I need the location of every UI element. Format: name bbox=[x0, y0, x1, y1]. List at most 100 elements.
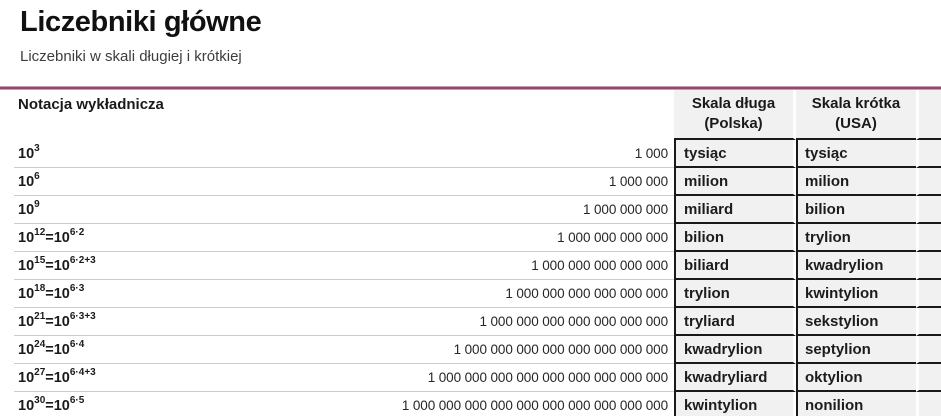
cutoff-column-cell bbox=[916, 308, 941, 336]
long-scale-cell: kwadryliard bbox=[674, 364, 796, 392]
short-scale-cell: bilion bbox=[796, 196, 916, 224]
exponent-cell: 1024=106·4 bbox=[14, 336, 360, 364]
short-scale-header-line2: (USA) bbox=[835, 115, 877, 132]
exponent-cell: 109 bbox=[14, 196, 360, 224]
exponent-expression: 1024=106·4 bbox=[18, 338, 85, 358]
table-row: 1027=106·4+3 1 000 000 000 000 000 000 0… bbox=[0, 364, 941, 392]
row-left-margin bbox=[0, 392, 14, 416]
short-scale-text: tysiąc bbox=[805, 144, 848, 162]
long-scale-text: biliard bbox=[684, 256, 730, 274]
short-scale-cell: oktylion bbox=[796, 364, 916, 392]
value-cell: 1 000 000 000 bbox=[360, 196, 674, 224]
value-cell: 1 000 000 000 000 000 000 bbox=[360, 280, 674, 308]
value-cell: 1 000 000 000 000 000 000 000 000 000 bbox=[360, 364, 674, 392]
short-scale-cell: sekstylion bbox=[796, 308, 916, 336]
long-scale-text: tysiąc bbox=[684, 144, 727, 162]
value-text: 1 000 000 000 000 000 000 000 000 000 bbox=[427, 370, 668, 385]
exponent-expression: 1018=106·3 bbox=[18, 282, 85, 302]
table-row: 1018=106·3 1 000 000 000 000 000 000 try… bbox=[0, 280, 941, 308]
short-scale-text: bilion bbox=[805, 200, 845, 218]
exponent-expression: 106 bbox=[18, 170, 40, 190]
table-body: 103 1 000 tysiąc tysiąc 106 1 000 000 mi… bbox=[0, 140, 941, 416]
exponent-cell: 106 bbox=[14, 168, 360, 196]
exponent-cell: 103 bbox=[14, 140, 360, 168]
short-scale-cell: kwadrylion bbox=[796, 252, 916, 280]
exponent-expression: 1015=106·2+3 bbox=[18, 254, 96, 274]
long-scale-cell: biliard bbox=[674, 252, 796, 280]
value-text: 1 000 000 000 000 000 000 000 000 000 00… bbox=[401, 398, 668, 413]
exponent-cell: 1015=106·2+3 bbox=[14, 252, 360, 280]
cutoff-column-cell bbox=[916, 336, 941, 364]
exponent-expression: 109 bbox=[18, 198, 40, 218]
row-left-margin bbox=[0, 364, 14, 392]
masthead: Liczebniki główne Liczebniki w skali dłu… bbox=[0, 0, 941, 86]
table-row: 1015=106·2+3 1 000 000 000 000 000 bilia… bbox=[0, 252, 941, 280]
value-text: 1 000 000 bbox=[608, 174, 668, 189]
cutoff-column-cell bbox=[916, 140, 941, 168]
cutoff-column-cell bbox=[916, 196, 941, 224]
long-scale-cell: milion bbox=[674, 168, 796, 196]
exponent-expression: 1027=106·4+3 bbox=[18, 366, 96, 386]
row-left-margin bbox=[0, 280, 14, 308]
long-scale-cell: kwintylion bbox=[674, 392, 796, 416]
cutoff-column-cell bbox=[916, 252, 941, 280]
short-scale-text: septylion bbox=[805, 340, 871, 358]
row-left-margin bbox=[0, 336, 14, 364]
accent-divider bbox=[0, 86, 941, 90]
table-row: 1030=106·5 1 000 000 000 000 000 000 000… bbox=[0, 392, 941, 416]
short-scale-text: kwadrylion bbox=[805, 256, 884, 274]
value-text: 1 000 000 000 000 000 000 000 bbox=[479, 314, 668, 329]
notation-header: Notacja wykładnicza bbox=[0, 90, 674, 140]
exponent-cell: 1027=106·4+3 bbox=[14, 364, 360, 392]
row-left-margin bbox=[0, 224, 14, 252]
row-left-margin bbox=[0, 140, 14, 168]
long-scale-text: miliard bbox=[684, 200, 734, 218]
long-scale-header: Skala długa (Polska) bbox=[674, 90, 796, 140]
long-scale-text: milion bbox=[684, 172, 729, 190]
exponent-cell: 1021=106·3+3 bbox=[14, 308, 360, 336]
value-text: 1 000 000 000 000 000 000 bbox=[505, 286, 668, 301]
value-text: 1 000 000 000 bbox=[582, 202, 668, 217]
short-scale-cell: tysiąc bbox=[796, 140, 916, 168]
value-cell: 1 000 000 000 000 000 bbox=[360, 252, 674, 280]
value-cell: 1 000 000 000 000 000 000 000 000 bbox=[360, 336, 674, 364]
short-scale-text: nonilion bbox=[805, 396, 864, 414]
long-scale-header-line2: (Polska) bbox=[704, 115, 763, 132]
table-row: 1012=106·2 1 000 000 000 000 bilion tryl… bbox=[0, 224, 941, 252]
notation-header-label: Notacja wykładnicza bbox=[18, 96, 164, 113]
table-header-row: Notacja wykładnicza Skala długa (Polska)… bbox=[0, 90, 941, 140]
short-scale-text: milion bbox=[805, 172, 850, 190]
exponent-expression: 1021=106·3+3 bbox=[18, 310, 96, 330]
short-scale-cell: septylion bbox=[796, 336, 916, 364]
value-cell: 1 000 bbox=[360, 140, 674, 168]
long-scale-cell: miliard bbox=[674, 196, 796, 224]
cutoff-column-cell bbox=[916, 280, 941, 308]
cutoff-column-cell bbox=[916, 168, 941, 196]
value-text: 1 000 000 000 000 000 bbox=[531, 258, 668, 273]
short-scale-header: Skala krótka (USA) bbox=[796, 90, 916, 140]
value-cell: 1 000 000 bbox=[360, 168, 674, 196]
long-scale-text: kwadryliard bbox=[684, 368, 768, 386]
value-text: 1 000 000 000 000 000 000 000 000 bbox=[453, 342, 669, 357]
cutoff-column-cell bbox=[916, 364, 941, 392]
table-row: 1021=106·3+3 1 000 000 000 000 000 000 0… bbox=[0, 308, 941, 336]
short-scale-cell: kwintylion bbox=[796, 280, 916, 308]
table-row: 106 1 000 000 milion milion bbox=[0, 168, 941, 196]
long-scale-cell: tysiąc bbox=[674, 140, 796, 168]
long-scale-text: trylion bbox=[684, 284, 730, 302]
row-left-margin bbox=[0, 252, 14, 280]
exponent-expression: 103 bbox=[18, 142, 40, 162]
row-left-margin bbox=[0, 308, 14, 336]
exponent-cell: 1030=106·5 bbox=[14, 392, 360, 416]
table-row: 109 1 000 000 000 miliard bilion bbox=[0, 196, 941, 224]
page-title: Liczebniki główne bbox=[20, 6, 262, 38]
long-scale-text: tryliard bbox=[684, 312, 735, 330]
short-scale-text: sekstylion bbox=[805, 312, 879, 330]
value-text: 1 000 000 000 000 bbox=[557, 230, 668, 245]
long-scale-cell: tryliard bbox=[674, 308, 796, 336]
long-scale-text: bilion bbox=[684, 228, 724, 246]
value-cell: 1 000 000 000 000 000 000 000 bbox=[360, 308, 674, 336]
short-scale-cell: nonilion bbox=[796, 392, 916, 416]
long-scale-header-line1: Skala długa bbox=[691, 95, 776, 112]
